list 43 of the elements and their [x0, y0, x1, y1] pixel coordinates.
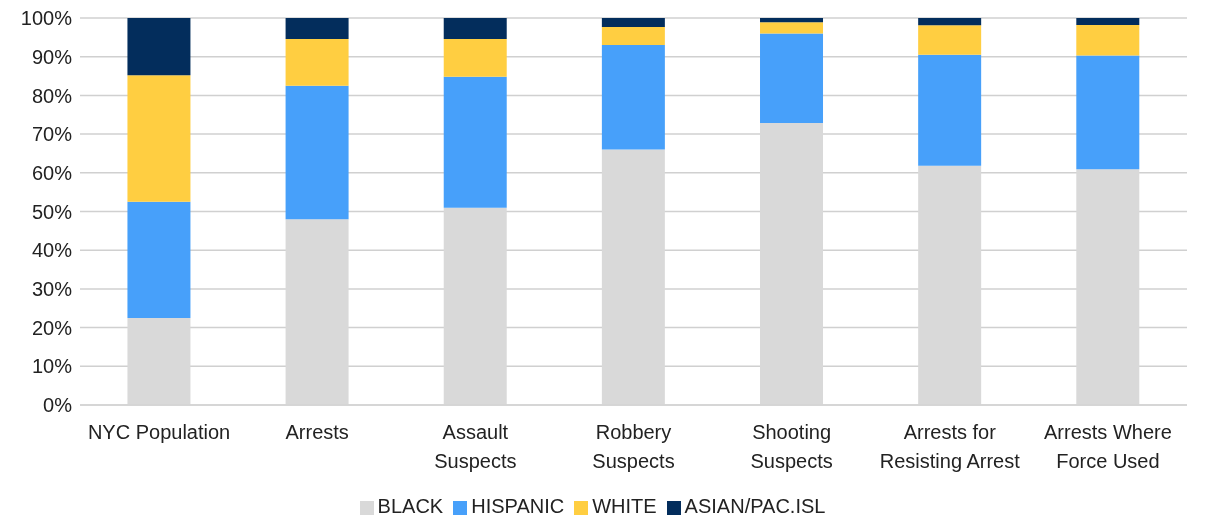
y-tick-label: 90% [31, 45, 73, 68]
x-tick-label: Arrests [285, 421, 349, 443]
bar [285, 38, 349, 86]
x-tick-label: Shooting Suspects [750, 421, 833, 472]
bar [1076, 55, 1140, 170]
bar [285, 18, 349, 39]
y-tick-label: 50% [31, 200, 73, 223]
y-tick-label: 0% [43, 394, 73, 417]
y-tick-label: 60% [31, 161, 73, 184]
bar [443, 18, 507, 39]
y-tick-label: 80% [31, 84, 73, 107]
legend-label: ASIAN/PAC.ISL [684, 495, 826, 517]
y-tick-label: 20% [31, 316, 73, 339]
y-tick-label: 10% [31, 355, 73, 378]
bar [601, 18, 665, 27]
bar [601, 45, 665, 150]
y-tick-label: 40% [31, 239, 73, 262]
bar [918, 25, 982, 55]
legend-label: BLACK [377, 495, 444, 517]
x-tick-label: Arrests Where Force Used [1044, 421, 1172, 472]
bar [918, 54, 982, 166]
y-tick-label: 100% [20, 7, 73, 30]
bar [918, 18, 982, 26]
bar [760, 33, 824, 123]
bar [443, 38, 507, 77]
bar [1076, 18, 1140, 25]
bar [127, 201, 191, 318]
y-tick-label: 70% [31, 123, 73, 146]
legend-label: WHITE [592, 495, 657, 517]
bar [285, 85, 349, 220]
x-tick-label: Arrests for Resisting Arrest [879, 421, 1021, 472]
bar [1076, 24, 1140, 56]
x-tick-label: Robbery Suspects [592, 421, 675, 472]
bar [127, 18, 191, 76]
bar [601, 26, 665, 46]
bar [760, 22, 824, 34]
x-tick-label: NYC Population [87, 421, 231, 443]
bar [443, 76, 507, 208]
y-tick-label: 30% [31, 278, 73, 300]
legend-label: HISPANIC [471, 495, 565, 517]
bar [760, 18, 824, 23]
bar [127, 75, 191, 202]
x-tick-label: Assault Suspects [434, 421, 517, 472]
